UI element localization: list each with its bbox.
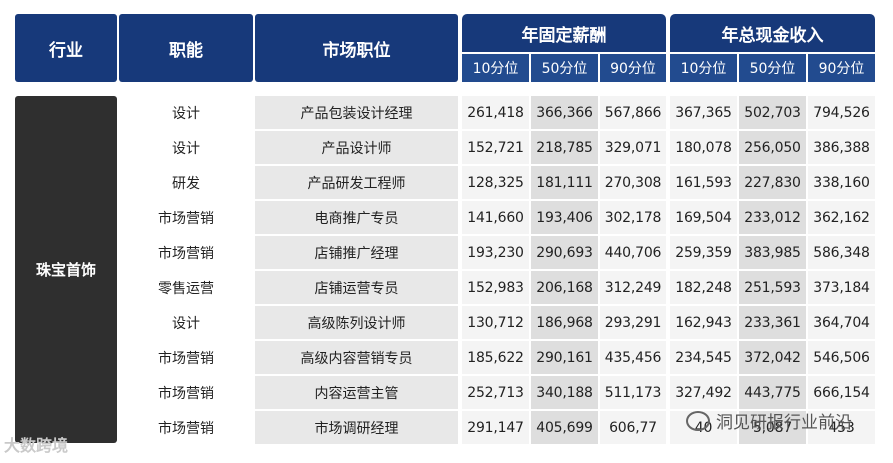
cell-f10: 291,147	[462, 411, 529, 444]
cell-t50: 502,703	[739, 96, 806, 129]
header-total-p50: 50分位	[739, 54, 806, 82]
cell-pos: 产品研发工程师	[255, 166, 458, 199]
cell-t10: 182,248	[670, 271, 737, 304]
cell-t50: 227,830	[739, 166, 806, 199]
cell-f10: 185,622	[462, 341, 529, 374]
cell-func: 设计	[119, 306, 253, 339]
header-fixed-p90: 90分位	[600, 54, 666, 82]
cell-f10: 193,230	[462, 236, 529, 269]
cell-f90: 312,249	[600, 271, 666, 304]
wechat-icon	[686, 410, 710, 431]
watermark-right-text: 洞见研报行业前沿	[716, 413, 852, 433]
cell-t50: 443,775	[739, 376, 806, 409]
industry-cell: 珠宝首饰	[15, 96, 117, 443]
cell-t90: 362,162	[808, 201, 875, 234]
header-fixed-salary: 年固定薪酬	[462, 14, 666, 52]
cell-t90: 364,704	[808, 306, 875, 339]
cell-pos: 电商推广专员	[255, 201, 458, 234]
cell-func: 设计	[119, 96, 253, 129]
cell-t50: 233,361	[739, 306, 806, 339]
cell-t90: 338,160	[808, 166, 875, 199]
cell-t10: 161,593	[670, 166, 737, 199]
cell-f50: 206,168	[531, 271, 598, 304]
cell-func: 研发	[119, 166, 253, 199]
cell-pos: 店铺运营专员	[255, 271, 458, 304]
cell-f90: 567,866	[600, 96, 666, 129]
cell-pos: 内容运营主管	[255, 376, 458, 409]
cell-f50: 290,693	[531, 236, 598, 269]
cell-t50: 233,012	[739, 201, 806, 234]
header-total-cash: 年总现金收入	[670, 14, 875, 52]
cell-t10: 162,943	[670, 306, 737, 339]
cell-f10: 128,325	[462, 166, 529, 199]
watermark-left: 大数跨境	[4, 436, 69, 455]
cell-t50: 372,042	[739, 341, 806, 374]
cell-f90: 511,173	[600, 376, 666, 409]
watermark-right: 洞见研报行业前沿	[686, 408, 852, 433]
cell-f10: 141,660	[462, 201, 529, 234]
cell-t50: 383,985	[739, 236, 806, 269]
cell-pos: 店铺推广经理	[255, 236, 458, 269]
cell-t90: 794,526	[808, 96, 875, 129]
cell-func: 市场营销	[119, 341, 253, 374]
header-position: 市场职位	[255, 14, 458, 82]
cell-f50: 181,111	[531, 166, 598, 199]
cell-t90: 373,184	[808, 271, 875, 304]
cell-f10: 152,983	[462, 271, 529, 304]
cell-func: 零售运营	[119, 271, 253, 304]
cell-t90: 586,348	[808, 236, 875, 269]
header-total-p10: 10分位	[670, 54, 737, 82]
header-function: 职能	[119, 14, 253, 82]
cell-t90: 666,154	[808, 376, 875, 409]
cell-f50: 186,968	[531, 306, 598, 339]
cell-f50: 366,366	[531, 96, 598, 129]
cell-t10: 259,359	[670, 236, 737, 269]
cell-func: 设计	[119, 131, 253, 164]
cell-pos: 产品包装设计经理	[255, 96, 458, 129]
cell-t50: 251,593	[739, 271, 806, 304]
cell-f90: 293,291	[600, 306, 666, 339]
cell-t10: 234,545	[670, 341, 737, 374]
cell-f90: 606,77	[600, 411, 666, 444]
header-fixed-p10: 10分位	[462, 54, 529, 82]
header-industry: 行业	[15, 14, 117, 82]
cell-f50: 193,406	[531, 201, 598, 234]
cell-func: 市场营销	[119, 236, 253, 269]
cell-pos: 市场调研经理	[255, 411, 458, 444]
cell-t90: 546,506	[808, 341, 875, 374]
cell-t10: 367,365	[670, 96, 737, 129]
cell-func: 市场营销	[119, 201, 253, 234]
cell-pos: 高级内容营销专员	[255, 341, 458, 374]
cell-t10: 327,492	[670, 376, 737, 409]
cell-func: 市场营销	[119, 376, 253, 409]
cell-t10: 169,504	[670, 201, 737, 234]
cell-func: 市场营销	[119, 411, 253, 444]
cell-f90: 270,308	[600, 166, 666, 199]
cell-f50: 340,188	[531, 376, 598, 409]
header-total-p90: 90分位	[808, 54, 875, 82]
cell-f90: 329,071	[600, 131, 666, 164]
cell-f10: 130,712	[462, 306, 529, 339]
cell-f90: 440,706	[600, 236, 666, 269]
cell-t90: 453	[808, 411, 875, 444]
cell-f90: 302,178	[600, 201, 666, 234]
cell-t50: 5,087	[739, 411, 806, 444]
cell-f10: 152,721	[462, 131, 529, 164]
cell-f50: 218,785	[531, 131, 598, 164]
cell-f50: 290,161	[531, 341, 598, 374]
cell-t10: 180,078	[670, 131, 737, 164]
header-fixed-p50: 50分位	[531, 54, 598, 82]
cell-t90: 386,388	[808, 131, 875, 164]
cell-pos: 产品设计师	[255, 131, 458, 164]
cell-f50: 405,699	[531, 411, 598, 444]
cell-f10: 252,713	[462, 376, 529, 409]
cell-pos: 高级陈列设计师	[255, 306, 458, 339]
cell-t50: 256,050	[739, 131, 806, 164]
cell-f90: 435,456	[600, 341, 666, 374]
cell-f10: 261,418	[462, 96, 529, 129]
